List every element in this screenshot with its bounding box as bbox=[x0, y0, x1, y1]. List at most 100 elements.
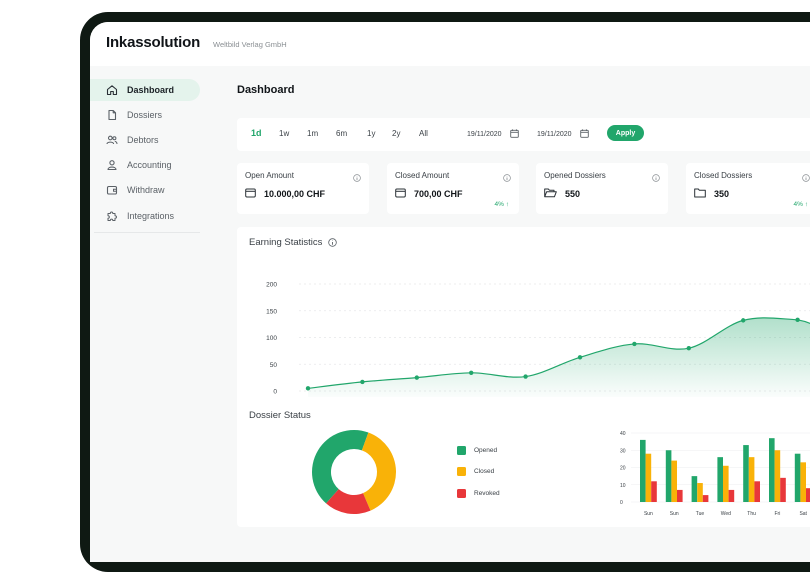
calendar-icon[interactable] bbox=[579, 128, 589, 140]
legend-item-closed: Closed bbox=[457, 467, 494, 477]
data-point bbox=[414, 375, 419, 380]
sidebar-item-label: Debtors bbox=[127, 135, 159, 145]
y-tick-label: 20 bbox=[620, 466, 626, 472]
y-tick-label: 0 bbox=[620, 500, 623, 506]
range-1d[interactable]: 1d bbox=[251, 128, 262, 138]
apply-button[interactable]: Apply bbox=[607, 125, 644, 141]
dossier-status-bar-chart: 0 10 20 30 40 Sun Sun Tue Wed Thu Fri Sat bbox=[620, 431, 810, 517]
user-icon bbox=[106, 159, 118, 171]
sidebar-item-dossiers[interactable]: Dossiers bbox=[90, 104, 200, 126]
sidebar-item-label: Dashboard bbox=[127, 85, 175, 95]
bar-closed bbox=[671, 460, 677, 502]
stat-value: 350 bbox=[714, 189, 730, 199]
stat-value-row: 350 bbox=[694, 188, 729, 200]
info-icon[interactable] bbox=[353, 169, 361, 187]
stat-card-closed-dossiers: Closed Dossiers 350 4% ↑ bbox=[686, 163, 810, 214]
sidebar-item-label: Accounting bbox=[127, 160, 172, 170]
info-icon[interactable] bbox=[328, 238, 338, 247]
y-tick-label: 150 bbox=[266, 308, 277, 315]
sidebar: Dashboard Dossiers Debtors Accounting Wi… bbox=[90, 66, 212, 562]
sidebar-item-debtors[interactable]: Debtors bbox=[90, 129, 200, 151]
dossier-status-title: Dossier Status bbox=[249, 410, 311, 421]
earning-statistics-title: Earning Statistics bbox=[249, 237, 338, 248]
sidebar-item-integrations[interactable]: Integrations bbox=[90, 205, 200, 227]
sidebar-item-dashboard[interactable]: Dashboard bbox=[90, 79, 200, 101]
bar-revoked bbox=[677, 489, 683, 502]
y-tick-label: 0 bbox=[273, 389, 277, 396]
bar-opened bbox=[665, 450, 672, 502]
bar-revoked bbox=[728, 489, 735, 502]
company-name: Weltbild Verlag GmbH bbox=[213, 40, 287, 49]
x-tick-label: Fri bbox=[774, 511, 780, 517]
data-point bbox=[632, 341, 637, 347]
data-point bbox=[577, 355, 583, 360]
donut-slice-closed bbox=[361, 432, 396, 511]
bar-closed bbox=[800, 462, 806, 502]
stat-value: 10.000,00 CHF bbox=[264, 189, 326, 199]
puzzle-icon bbox=[106, 210, 118, 222]
stat-value-row: 700,00 CHF bbox=[395, 188, 463, 200]
earnings-area bbox=[308, 317, 810, 397]
earning-statistics-chart: 05010015020000:0002:0004:0006:0008:0010:… bbox=[266, 282, 810, 397]
date-to-field[interactable]: 19/11/2020 bbox=[537, 126, 589, 142]
data-point bbox=[741, 318, 746, 323]
bar-closed bbox=[774, 450, 781, 502]
sidebar-divider bbox=[94, 232, 200, 233]
stat-label: Open Amount bbox=[245, 171, 294, 180]
x-tick-label: Sat bbox=[799, 511, 807, 517]
bar-closed bbox=[723, 465, 729, 502]
stat-value: 550 bbox=[565, 189, 581, 199]
data-point bbox=[469, 370, 474, 376]
range-1y[interactable]: 1y bbox=[367, 129, 376, 138]
y-tick-label: 40 bbox=[620, 431, 626, 437]
sidebar-item-label: Withdraw bbox=[127, 185, 165, 195]
data-point bbox=[523, 374, 528, 379]
x-tick-label: Sun bbox=[644, 511, 653, 517]
info-icon[interactable] bbox=[652, 169, 660, 187]
wallet-icon bbox=[245, 188, 264, 200]
info-icon[interactable] bbox=[802, 169, 810, 187]
y-tick-label: 200 bbox=[266, 282, 277, 289]
legend-label: Revoked bbox=[474, 489, 500, 497]
page-title: Dashboard bbox=[237, 84, 295, 96]
range-2y[interactable]: 2y bbox=[392, 129, 401, 138]
bar-opened bbox=[691, 476, 698, 502]
info-icon[interactable] bbox=[503, 169, 511, 187]
folder-icon bbox=[694, 188, 714, 200]
wallet-icon bbox=[106, 184, 118, 196]
x-tick-label: Thu bbox=[747, 511, 756, 517]
app-logo[interactable]: Inkassolution bbox=[106, 34, 201, 51]
date-from-field[interactable]: 19/11/2020 bbox=[467, 126, 519, 142]
sidebar-item-label: Dossiers bbox=[127, 110, 163, 120]
range-1w[interactable]: 1w bbox=[279, 129, 290, 138]
range-all[interactable]: All bbox=[419, 129, 428, 138]
donut-slice-opened bbox=[312, 430, 369, 504]
dossier-status-legend: Opened Closed Revoked bbox=[457, 445, 537, 515]
x-tick-label: Sun bbox=[670, 511, 679, 517]
donut-slice-revoked bbox=[326, 489, 371, 514]
calendar-icon[interactable] bbox=[509, 128, 519, 140]
bar-closed bbox=[748, 457, 755, 502]
y-tick-label: 50 bbox=[270, 362, 278, 369]
range-1m[interactable]: 1m bbox=[307, 129, 319, 138]
legend-label: Opened bbox=[474, 446, 498, 454]
data-point bbox=[360, 379, 365, 385]
sidebar-item-withdraw[interactable]: Withdraw bbox=[90, 179, 200, 201]
sidebar-item-label: Integrations bbox=[127, 211, 175, 221]
stat-label: Opened Dossiers bbox=[544, 171, 606, 180]
x-tick-label: Wed bbox=[721, 511, 731, 517]
sidebar-item-accounting[interactable]: Accounting bbox=[90, 154, 200, 176]
legend-swatch bbox=[457, 488, 466, 498]
stat-card-opened-dossiers: Opened Dossiers 550 bbox=[536, 163, 668, 214]
bar-opened bbox=[769, 438, 775, 502]
bar-opened bbox=[794, 453, 801, 502]
stat-card-closed-amount: Closed Amount 700,00 CHF 4% ↑ bbox=[387, 163, 519, 214]
bar-revoked bbox=[754, 481, 760, 502]
bar-revoked bbox=[702, 495, 709, 502]
stat-card-open-amount: Open Amount 10.000,00 CHF bbox=[237, 163, 369, 214]
x-tick-label: Tue bbox=[696, 511, 705, 517]
range-6m[interactable]: 6m bbox=[336, 129, 348, 138]
stat-value-row: 10.000,00 CHF bbox=[245, 188, 325, 200]
home-icon bbox=[106, 84, 118, 96]
bar-opened bbox=[640, 439, 646, 502]
